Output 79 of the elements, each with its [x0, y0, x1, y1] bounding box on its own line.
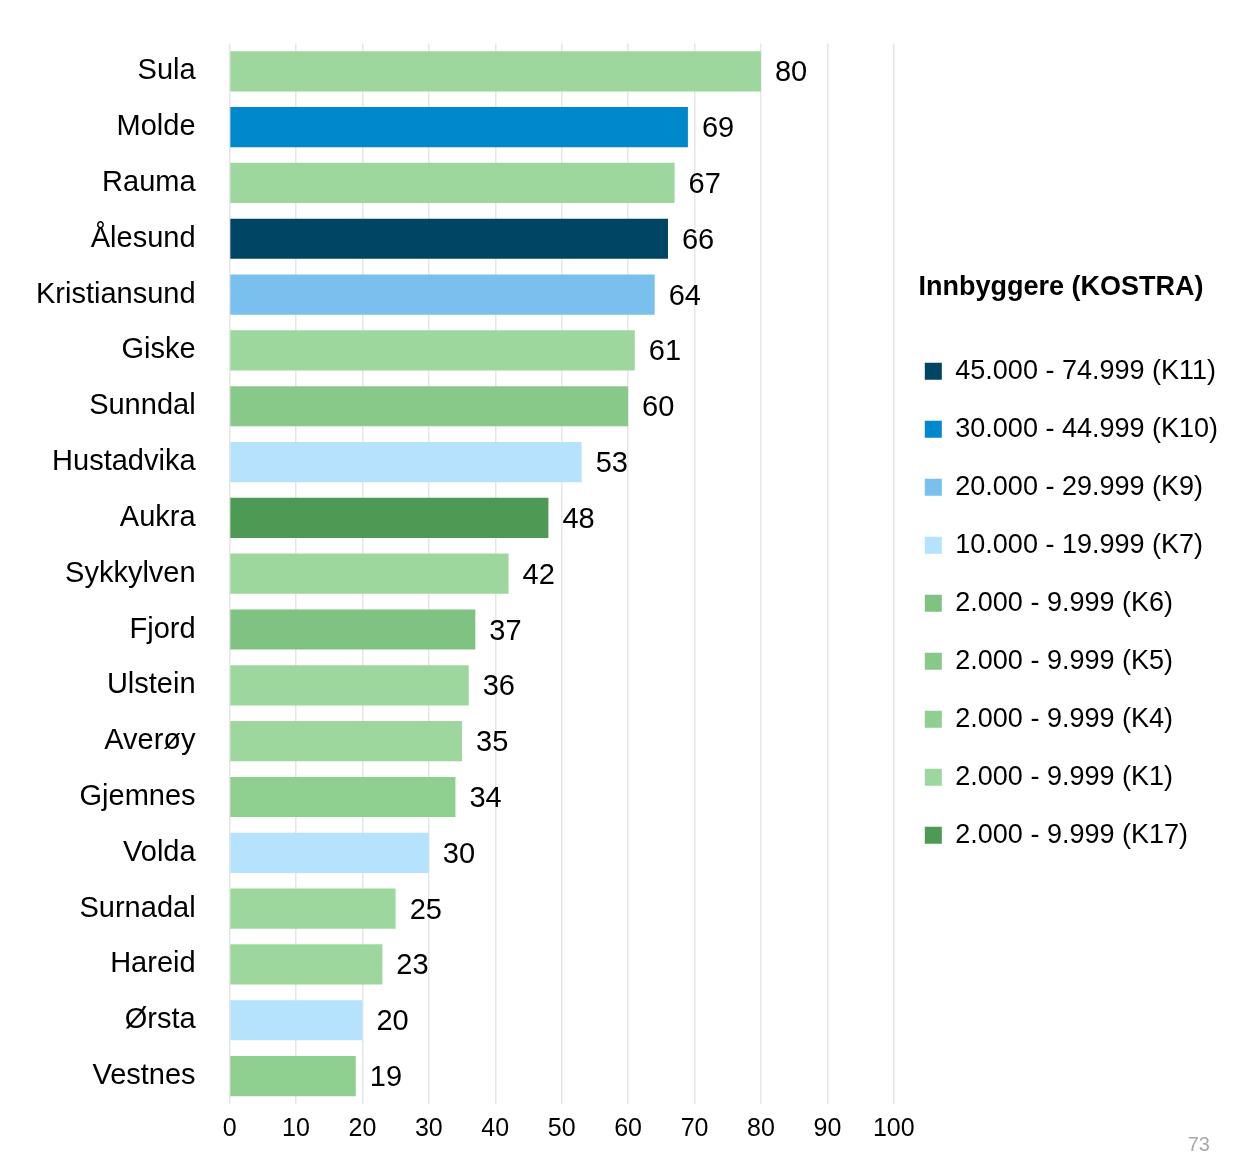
bar [230, 1000, 363, 1041]
bar [230, 162, 675, 204]
legend-label: 10.000 - 19.999 (K7) [955, 528, 1203, 559]
data-label: 37 [489, 613, 522, 646]
x-tick-label: 70 [680, 1112, 709, 1141]
data-label: 61 [648, 334, 682, 367]
bar [230, 721, 463, 762]
legend-title: Innbyggere (KOSTRA) [918, 271, 1204, 302]
bar [230, 888, 396, 929]
data-label: 19 [369, 1060, 403, 1093]
data-label: 60 [642, 390, 675, 423]
x-tick-label: 40 [481, 1112, 510, 1141]
y-tick-label: Aukra [119, 499, 197, 532]
bar [230, 1055, 356, 1097]
y-tick-label: Sunndal [89, 388, 196, 421]
bar [230, 274, 655, 315]
bar [230, 609, 476, 650]
y-tick-label: Volda [123, 834, 197, 867]
data-label: 20 [376, 1004, 409, 1037]
legend-label: 45.000 - 74.999 (K11) [955, 354, 1216, 385]
bar [230, 51, 761, 92]
bar [230, 832, 429, 873]
bar [230, 665, 469, 706]
data-label: 34 [469, 780, 502, 813]
data-label: 69 [701, 111, 735, 144]
legend-label: 2.000 - 9.999 (K17) [955, 818, 1188, 849]
bar [230, 107, 688, 148]
data-label: 80 [774, 55, 808, 88]
x-tick-label: 80 [747, 1112, 775, 1141]
y-tick-label: Rauma [102, 164, 197, 197]
bar [230, 553, 509, 594]
y-tick-label: Ulstein [106, 667, 196, 700]
y-tick-label: Giske [121, 332, 196, 365]
x-tick-label: 50 [547, 1112, 576, 1141]
data-label: 42 [522, 557, 555, 590]
x-tick-label: 20 [348, 1112, 377, 1141]
data-label: 23 [396, 948, 429, 981]
bar [230, 386, 629, 427]
legend-label: 20.000 - 29.999 (K9) [955, 470, 1203, 501]
legend-label: 2.000 - 9.999 (K6) [955, 586, 1173, 617]
y-tick-label: Averøy [104, 723, 197, 756]
bar [230, 330, 635, 371]
y-tick-label: Kristiansund [35, 276, 196, 309]
y-tick-label: Hareid [110, 946, 196, 979]
y-tick-label: Surnadal [79, 890, 196, 923]
x-tick-label: 100 [872, 1112, 915, 1141]
y-tick-label: Ørsta [124, 1002, 197, 1035]
y-tick-label: Sykkylven [65, 555, 196, 588]
legend-label: 2.000 - 9.999 (K5) [955, 644, 1173, 675]
x-tick-label: 0 [222, 1112, 237, 1141]
y-tick-label: Molde [116, 109, 196, 142]
data-label: 36 [482, 669, 515, 702]
x-tick-label: 30 [414, 1112, 443, 1141]
y-tick-label: Hustadvika [52, 444, 197, 477]
y-tick-label: Vestnes [92, 1058, 196, 1091]
data-label: 25 [409, 892, 442, 925]
legend-label: 2.000 - 9.999 (K1) [955, 760, 1173, 791]
data-label: 66 [681, 222, 715, 255]
text: 73 [1187, 1133, 1210, 1156]
y-tick-label: Fjord [129, 611, 196, 644]
data-label: 35 [476, 725, 509, 758]
bar [230, 218, 668, 259]
data-label: 53 [595, 446, 628, 479]
data-label: 30 [442, 836, 476, 869]
legend-label: 2.000 - 9.999 (K4) [955, 702, 1173, 733]
bar [230, 776, 456, 818]
bar [230, 441, 582, 483]
y-tick-label: Ålesund [90, 220, 196, 253]
y-tick-label: Sula [137, 53, 197, 86]
data-label: 48 [562, 501, 595, 534]
x-tick-label: 10 [282, 1112, 310, 1141]
data-label: 67 [688, 166, 721, 199]
y-tick-label: Gjemnes [79, 778, 196, 811]
x-tick-label: 60 [614, 1112, 643, 1141]
x-tick-label: 90 [813, 1112, 842, 1141]
data-label: 64 [668, 278, 701, 311]
bar [230, 497, 549, 538]
legend-label: 30.000 - 44.999 (K10) [955, 412, 1218, 443]
bar [230, 944, 383, 985]
